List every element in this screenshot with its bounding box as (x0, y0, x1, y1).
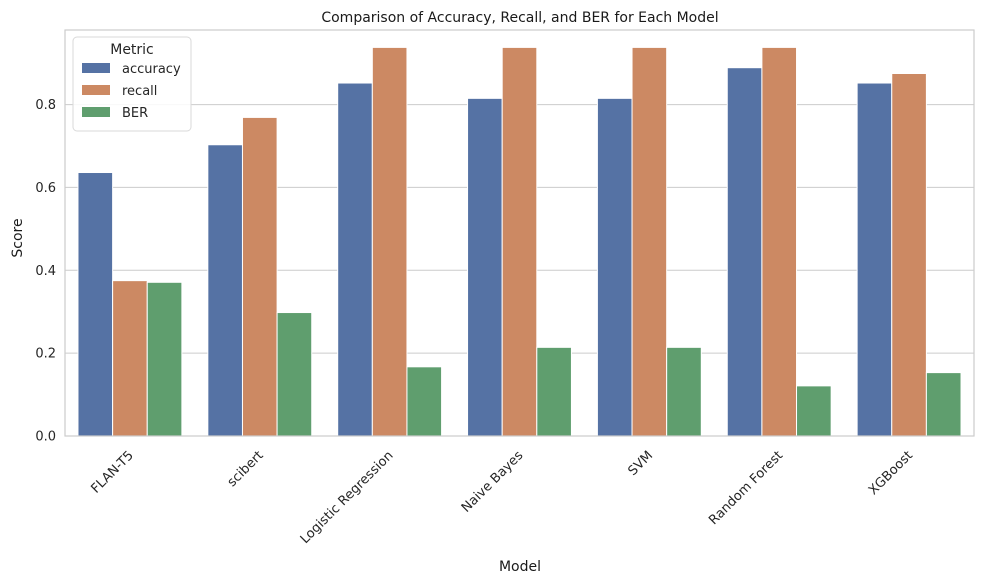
legend-title: Metric (110, 42, 154, 58)
y-tick-label: 0.0 (35, 430, 56, 445)
bar-ber (146, 281, 183, 437)
bar-ber (536, 346, 572, 437)
y-tick-label: 0.2 (35, 347, 56, 362)
bar-accuracy (726, 67, 763, 437)
y-tick-labels: 0.0 0.2 0.4 0.6 0.8 (35, 98, 56, 444)
y-tick-label: 0.8 (35, 98, 56, 113)
legend-label-accuracy: accuracy (122, 62, 181, 77)
legend: Metric accuracy recall BER (72, 36, 192, 132)
legend-label-ber: BER (122, 106, 148, 121)
bars (77, 46, 962, 437)
bar-ber (796, 385, 832, 437)
bar-recall (891, 73, 927, 437)
bar-accuracy (77, 172, 114, 437)
x-tick-label: scibert (225, 448, 267, 490)
bar-accuracy (856, 82, 893, 437)
bar-ber (925, 372, 962, 437)
bar-recall (501, 46, 538, 437)
y-tick-label: 0.6 (35, 181, 56, 196)
legend-swatch-ber (82, 107, 110, 117)
bar-accuracy (207, 144, 243, 437)
legend-swatch-accuracy (82, 63, 110, 73)
chart-title: Comparison of Accuracy, Recall, and BER … (321, 10, 718, 26)
x-tick-labels: FLAN-T5 scibert Logistic Regression Naive B… (88, 448, 915, 547)
bar-recall (241, 116, 278, 437)
x-tick-label: FLAN-T5 (88, 448, 136, 496)
legend-swatch-recall (82, 85, 110, 95)
plot-frame (64, 29, 975, 437)
x-tick-label: Logistic Regression (298, 448, 397, 547)
y-tick-label: 0.4 (35, 264, 56, 279)
bar-recall (371, 46, 408, 437)
bar-accuracy (596, 97, 633, 437)
bar-recall (631, 46, 668, 437)
x-tick-label: SVM (626, 448, 657, 479)
bar-ber (406, 366, 443, 437)
bar-accuracy (337, 82, 373, 437)
bar-recall (112, 280, 148, 437)
bar-ber (276, 312, 313, 437)
x-tick-label: Random Forest (706, 448, 786, 528)
bar-recall (761, 46, 798, 437)
y-axis-label: Score (10, 218, 26, 257)
legend-label-recall: recall (122, 84, 157, 99)
bar-ber (666, 346, 702, 437)
bar-accuracy (467, 97, 503, 437)
x-tick-label: XGBoost (866, 448, 916, 498)
x-axis-label: Model (499, 559, 541, 575)
x-tick-label: Naive Bayes (459, 448, 527, 516)
